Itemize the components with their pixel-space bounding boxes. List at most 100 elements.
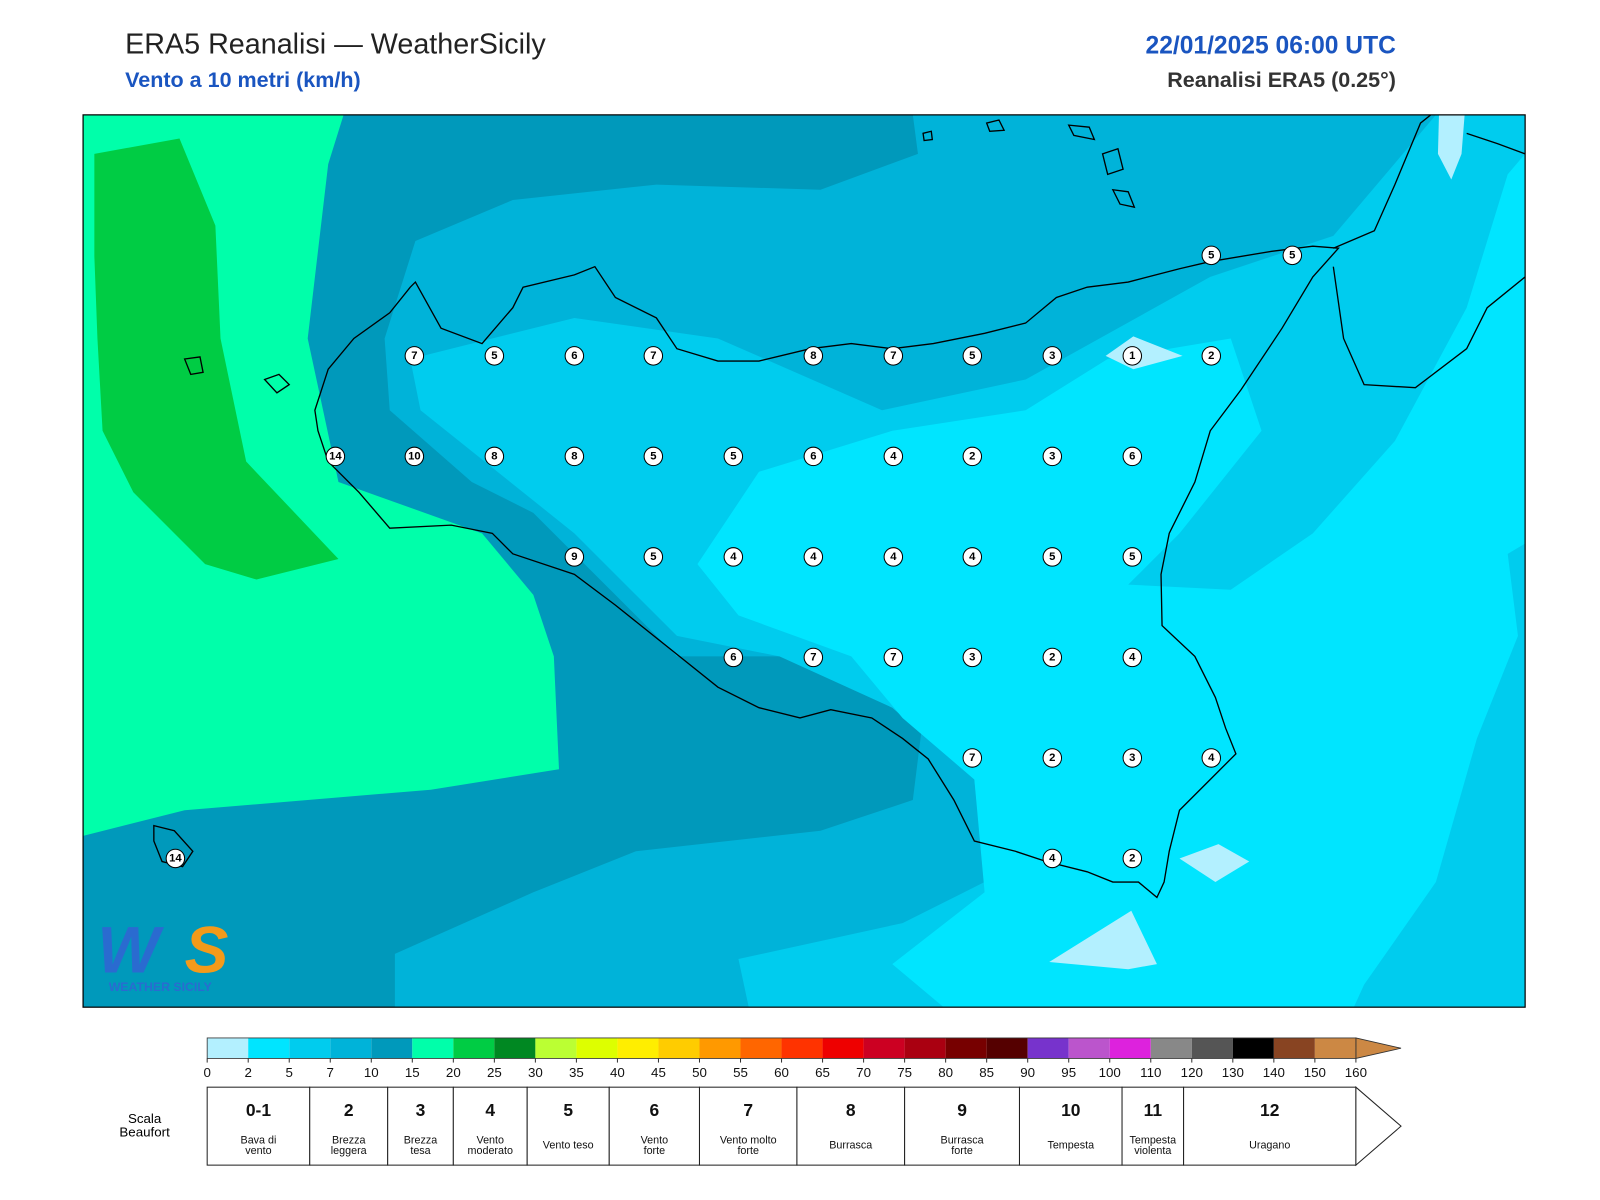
- beaufort-label: forte: [644, 1145, 666, 1157]
- station-marker: [165, 848, 186, 869]
- tick-label: 85: [979, 1065, 994, 1080]
- station-value: 2: [1129, 852, 1135, 864]
- color-segment: [1109, 1037, 1151, 1059]
- color-segment: [1232, 1037, 1274, 1059]
- beaufort-force: 0-1: [246, 1100, 271, 1120]
- tick-label: 75: [897, 1065, 912, 1080]
- station-marker: [643, 446, 664, 467]
- station-marker: [883, 547, 904, 567]
- beaufort-title: Scala: [128, 1111, 162, 1126]
- beaufort-label: Tempesta: [1047, 1140, 1094, 1152]
- tick-label: 20: [446, 1065, 461, 1080]
- beaufort-cell: [387, 1086, 454, 1166]
- station-marker: [484, 346, 505, 366]
- station-marker: [1042, 848, 1063, 869]
- station-marker: [1201, 346, 1222, 366]
- color-segment: [699, 1037, 741, 1059]
- station-value: 7: [810, 651, 816, 663]
- beaufort-cell: [526, 1086, 610, 1166]
- tick-label: 140: [1263, 1065, 1285, 1080]
- station-value: 7: [650, 350, 656, 362]
- station-marker: [1122, 346, 1143, 366]
- stations: 5 5 7 5 6 7 8 7 5 3 1 2 14 10 8 8 5 5 6 4 2 3 6 9 5 4 4 4 4 5 5 6 7 7 3 2 4 7…: [165, 245, 1303, 869]
- station-marker: [1042, 647, 1063, 668]
- station-value: 1: [1129, 350, 1135, 362]
- tick-label: 160: [1345, 1065, 1367, 1080]
- tick-label: 150: [1304, 1065, 1326, 1080]
- beaufort-force: 5: [563, 1100, 573, 1120]
- color-segment: [330, 1037, 372, 1059]
- station-value: 5: [650, 450, 656, 462]
- logo-mark: S: [185, 913, 229, 986]
- station-marker: [1282, 245, 1303, 266]
- station-marker: [1122, 547, 1143, 567]
- tick-label: 110: [1140, 1065, 1161, 1080]
- beaufort-cell: [1018, 1086, 1123, 1166]
- beaufort-cell: [904, 1086, 1020, 1166]
- color-segment: [822, 1037, 864, 1059]
- color-arrow: [1355, 1037, 1402, 1059]
- tick-label: 70: [856, 1065, 871, 1080]
- field: [1049, 910, 1157, 970]
- station-value: 8: [810, 350, 816, 362]
- color-segment: [904, 1037, 946, 1059]
- tick-label: 65: [815, 1065, 830, 1080]
- beaufort-label: forte: [951, 1145, 973, 1157]
- station-value: 6: [730, 651, 736, 663]
- title: ERA5 Reanalisi — WeatherSicily: [125, 28, 546, 60]
- station-value: 4: [1208, 752, 1215, 764]
- beaufort-cell: [452, 1086, 528, 1166]
- color-segment: [289, 1037, 331, 1059]
- beaufort-force: 10: [1061, 1100, 1080, 1120]
- station-marker: [962, 748, 983, 768]
- beaufort-label: Vento molto: [720, 1135, 777, 1147]
- station-marker: [564, 446, 585, 467]
- color-segment: [1068, 1037, 1110, 1059]
- beaufort-label: moderato: [468, 1145, 513, 1157]
- beaufort-cell: [309, 1086, 389, 1166]
- tick-label: 35: [569, 1065, 584, 1080]
- station-marker: [962, 647, 983, 668]
- beaufort-arrow: [1355, 1086, 1402, 1167]
- beaufort-label: leggera: [331, 1145, 367, 1157]
- station-value: 3: [1129, 752, 1135, 764]
- beaufort-force: 3: [416, 1100, 426, 1120]
- station-marker: [962, 346, 983, 366]
- beaufort-label: forte: [737, 1145, 759, 1157]
- beaufort-label: Burrasca: [941, 1135, 984, 1147]
- station-value: 5: [1129, 551, 1135, 563]
- color-segment: [781, 1037, 823, 1059]
- station-marker: [883, 446, 904, 467]
- beaufort-label: Tempesta: [1130, 1135, 1177, 1147]
- tick-label: 25: [487, 1065, 502, 1080]
- beaufort-force: 2: [344, 1100, 354, 1120]
- coastline: [1332, 114, 1526, 389]
- station-marker: [404, 446, 425, 467]
- tick-label: 50: [692, 1065, 707, 1080]
- color-segment: [863, 1037, 905, 1059]
- beaufort-force: 9: [957, 1100, 967, 1120]
- beaufort-force: 4: [485, 1100, 495, 1120]
- tick-label: 60: [774, 1065, 789, 1080]
- color-segment: [535, 1037, 577, 1059]
- station-marker: [803, 446, 824, 467]
- color-segment: [453, 1037, 495, 1059]
- tick-label: 55: [733, 1065, 748, 1080]
- color-segment: [617, 1037, 659, 1059]
- datetime: 22/01/2025 06:00 UTC: [1146, 32, 1397, 59]
- station-value: 5: [969, 350, 975, 362]
- tick-label: 7: [327, 1065, 334, 1080]
- station-value: 9: [571, 551, 577, 563]
- tick-label: 30: [528, 1065, 543, 1080]
- beaufort-force: 8: [846, 1100, 856, 1120]
- station-value: 2: [1049, 752, 1055, 764]
- station-value: 8: [571, 450, 577, 462]
- station-marker: [1042, 446, 1063, 467]
- beaufort-cell: [608, 1086, 700, 1166]
- coastline: [314, 245, 1340, 899]
- beaufort-label: tesa: [410, 1145, 430, 1157]
- station-marker: [803, 547, 824, 567]
- station-marker: [883, 346, 904, 366]
- map: 5 5 7 5 6 7 8 7 5 3 1 2 14 10 8 8 5 5 6 4 2 3 6 9 5 4 4 4 4 5 5 6 7 7 3 2 4 7…: [83, 114, 1526, 1008]
